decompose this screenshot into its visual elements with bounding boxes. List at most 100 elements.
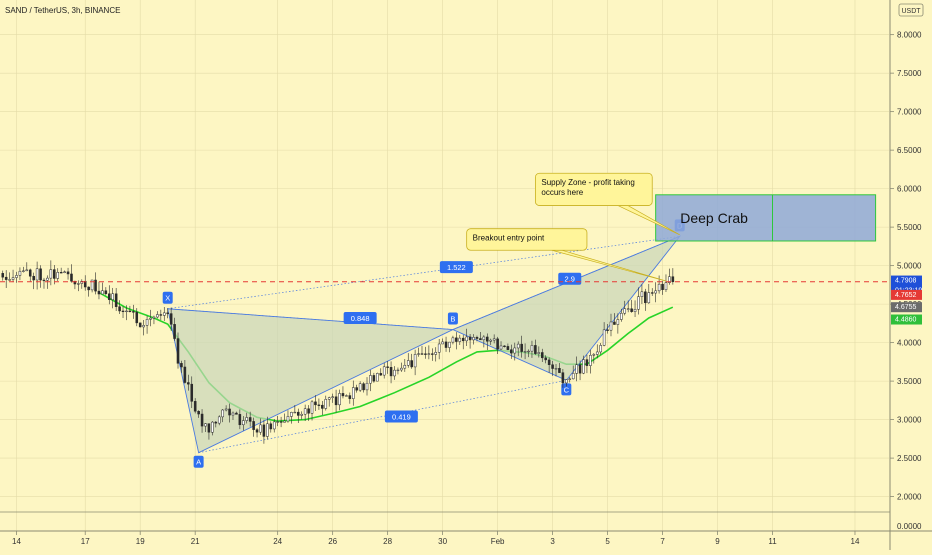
candle-up bbox=[15, 275, 18, 278]
candle-up bbox=[221, 409, 224, 418]
candle-up bbox=[437, 343, 441, 353]
candle-up bbox=[80, 280, 84, 284]
candle-down bbox=[107, 293, 111, 300]
breakout-callout-box bbox=[466, 228, 588, 251]
price-tick-label: 7.5000 bbox=[897, 69, 922, 78]
price-tag-gray: 4.6755 bbox=[895, 304, 917, 311]
candle-up bbox=[451, 337, 455, 343]
time-tick-label: 7 bbox=[660, 537, 665, 546]
candle-up bbox=[300, 413, 303, 416]
candle-up bbox=[568, 378, 572, 380]
currency-button[interactable]: USDT bbox=[898, 3, 924, 17]
candle-down bbox=[87, 286, 90, 291]
candle-down bbox=[379, 373, 383, 376]
candle-down bbox=[59, 272, 63, 274]
candle-down bbox=[372, 375, 376, 382]
candle-down bbox=[83, 280, 87, 288]
candle-up bbox=[49, 269, 53, 279]
supply-zone-callout-box bbox=[534, 172, 653, 206]
candle-down bbox=[424, 353, 427, 355]
candle-down bbox=[94, 279, 97, 292]
candle-down bbox=[506, 346, 510, 350]
candle-up bbox=[358, 383, 362, 391]
chart-title: SAND / TetherUS, 3h, BINANCE bbox=[5, 6, 120, 15]
candle-down bbox=[503, 345, 506, 347]
candle-down bbox=[355, 387, 358, 391]
candle-up bbox=[142, 325, 145, 328]
ratio-line-xb bbox=[167, 308, 453, 330]
candle-up bbox=[482, 336, 486, 341]
candle-up bbox=[530, 345, 534, 352]
candle-up bbox=[145, 319, 149, 326]
price-tag-green: 4.4860 bbox=[895, 317, 917, 324]
candle-up bbox=[18, 270, 22, 276]
candle-up bbox=[90, 279, 94, 291]
candle-down bbox=[39, 268, 42, 281]
price-tick-label: 7.0000 bbox=[897, 108, 922, 117]
candle-up bbox=[393, 369, 396, 377]
candle-down bbox=[613, 321, 616, 325]
candle-down bbox=[197, 410, 200, 415]
candle-down bbox=[235, 412, 238, 415]
candle-up bbox=[331, 396, 334, 398]
time-axis[interactable]: 14 17 19 21 24 26 28 30 Feb 3 5 7 9 11 14 bbox=[12, 531, 860, 546]
candle-down bbox=[544, 357, 547, 361]
candle-up bbox=[101, 290, 104, 295]
candle-down bbox=[317, 404, 321, 406]
ratio-label-bg bbox=[343, 311, 377, 324]
candle-up bbox=[664, 282, 668, 290]
supply-zone[interactable]: Deep Crab bbox=[655, 194, 877, 242]
breakout-callout-text: Breakout entry point bbox=[473, 234, 545, 243]
candle-down bbox=[248, 417, 252, 422]
candle-up bbox=[259, 424, 262, 433]
candle-down bbox=[176, 338, 180, 364]
candle-down bbox=[334, 396, 338, 406]
candle-down bbox=[4, 276, 8, 280]
time-tick-label: 3 bbox=[550, 537, 555, 546]
candle-up bbox=[376, 373, 379, 382]
candle-down bbox=[183, 366, 187, 383]
candle-down bbox=[214, 421, 218, 424]
candle-up bbox=[290, 412, 293, 417]
candle-down bbox=[190, 383, 194, 402]
candle-down bbox=[252, 421, 255, 430]
candle-down bbox=[135, 311, 139, 324]
candle-down bbox=[486, 336, 489, 342]
candle-up bbox=[406, 360, 410, 366]
candle-up bbox=[489, 339, 493, 342]
candle-down bbox=[534, 345, 537, 354]
candle-down bbox=[121, 310, 125, 313]
candle-down bbox=[53, 269, 56, 279]
candle-down bbox=[540, 352, 544, 359]
candle-down bbox=[262, 424, 266, 437]
candle-up bbox=[602, 329, 606, 346]
candle-up bbox=[152, 316, 156, 319]
candle-down bbox=[348, 395, 352, 399]
ratio-line-xd bbox=[167, 236, 680, 310]
candle-up bbox=[338, 393, 341, 406]
pivot-label-bg bbox=[193, 455, 204, 468]
candle-down bbox=[341, 393, 345, 397]
candle-up bbox=[434, 352, 438, 355]
candle-up bbox=[303, 408, 307, 415]
candle-up bbox=[637, 296, 640, 310]
time-tick-label: 11 bbox=[768, 537, 777, 546]
candle-down bbox=[138, 322, 142, 328]
candle-up bbox=[396, 369, 400, 372]
candle-up bbox=[46, 277, 49, 281]
candle-up bbox=[310, 401, 314, 414]
price-tick-label: 5.5000 bbox=[897, 223, 922, 232]
candle-up bbox=[499, 345, 503, 350]
supply-zone-label: Deep Crab bbox=[680, 210, 748, 226]
candle-down bbox=[200, 413, 204, 427]
candle-up bbox=[8, 279, 11, 281]
candle-up bbox=[266, 423, 269, 437]
candle-down bbox=[1, 273, 5, 278]
time-tick-label: 30 bbox=[438, 537, 447, 546]
candle-up bbox=[647, 292, 651, 304]
ratio-label: 2.9 bbox=[565, 275, 575, 284]
